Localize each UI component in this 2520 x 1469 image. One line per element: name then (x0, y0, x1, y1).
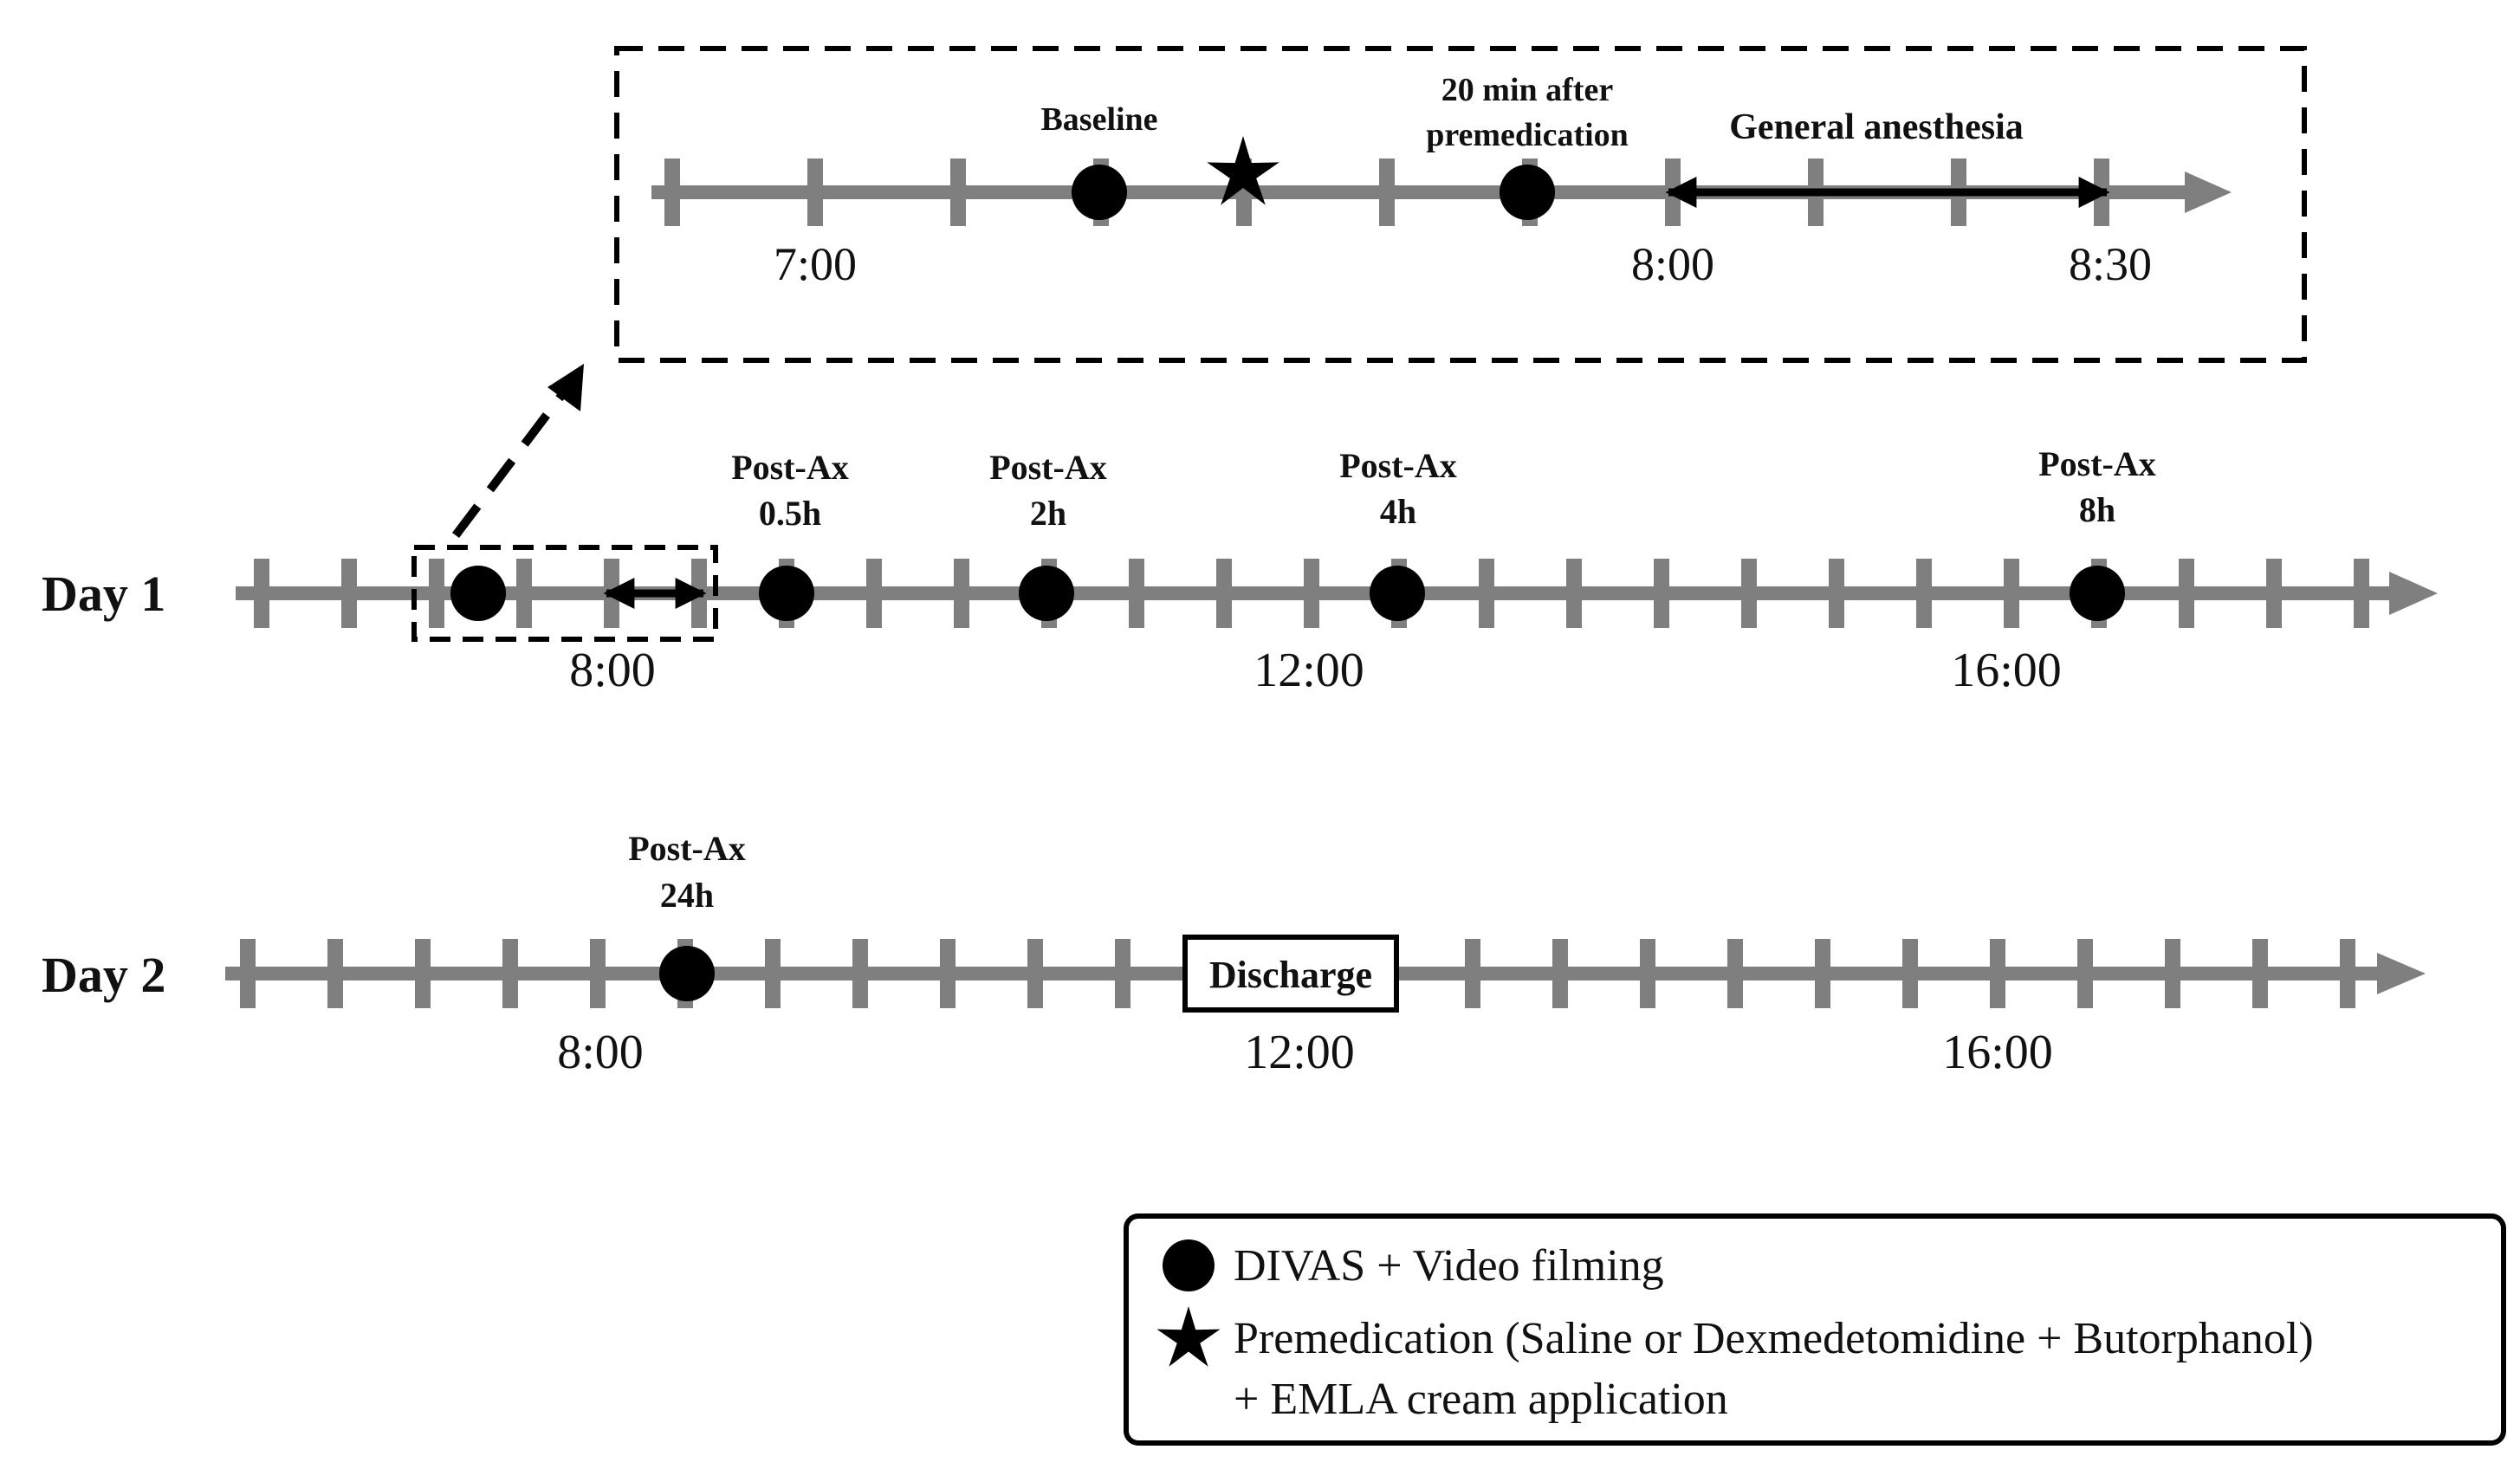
general-anesthesia-label: General anesthesia (1729, 107, 2023, 147)
legend-item-text: Premedication (Saline or Dexmedetomidine… (1234, 1314, 2314, 1363)
day2-timeline: Day 2 (42, 829, 2426, 1079)
day1-event-label-line1: Post-Ax (1339, 446, 1457, 485)
day2-time-label: 8:00 (557, 1026, 644, 1079)
premedication-star-icon (1207, 136, 1279, 205)
legend-star-icon (1156, 1306, 1221, 1367)
after-premedication-label-line1: 20 min after (1441, 72, 1614, 108)
baseline-marker (1072, 165, 1127, 220)
day1-event-marker (759, 566, 814, 621)
day1-event-marker (1370, 566, 1425, 621)
inset-axis-arrowhead (2185, 171, 2232, 213)
baseline-label: Baseline (1040, 101, 1157, 138)
zoom-connector-arrowhead (547, 364, 584, 411)
day1-zoom-region-frame (411, 545, 718, 642)
day2-event-label-line2: 24h (660, 876, 714, 915)
discharge-label: Discharge (1209, 954, 1372, 996)
after-premedication-marker (1500, 165, 1555, 220)
day1-event-label-line2: 2h (1030, 494, 1066, 533)
day1-time-label: 12:00 (1254, 644, 1364, 697)
inset-panel: Baseline 20 min after premedication Gene… (614, 46, 2307, 363)
day2-label: Day 2 (42, 947, 165, 1003)
day1-event-label-line1: Post-Ax (989, 448, 1107, 487)
legend-box (1124, 1213, 2506, 1446)
legend-item-text-line2: + EMLA cream application (1234, 1375, 1728, 1424)
legend: DIVAS + Video filming Premedication (Sal… (1124, 1213, 2506, 1446)
day2-event-marker (659, 946, 715, 1001)
day1-event-label-line2: 8h (2079, 490, 2115, 529)
zoom-connector-dashed-line (452, 386, 569, 539)
discharge-box (1182, 935, 1399, 1013)
day2-time-label: 12:00 (1244, 1026, 1355, 1079)
legend-circle-icon (1163, 1239, 1215, 1291)
inset-dashed-frame (614, 46, 2307, 363)
day2-axis-arrowhead (2377, 953, 2426, 994)
day2-event-label-line1: Post-Ax (628, 829, 746, 868)
day1-time-label: 8:00 (569, 644, 656, 697)
day1-event-label-line1: Post-Ax (2038, 444, 2156, 483)
inset-time-label: 7:00 (774, 238, 857, 290)
day1-event-label-line1: Post-Ax (731, 448, 849, 487)
day1-event-marker (1019, 566, 1074, 621)
day1-label: Day 1 (42, 566, 165, 622)
day1-event-label-line2: 0.5h (759, 494, 821, 533)
day1-timeline: Day 1 (42, 444, 2438, 697)
day1-time-label: 16:00 (1951, 644, 2062, 697)
legend-item-text: DIVAS + Video filming (1234, 1241, 1664, 1291)
day1-event-marker (2070, 566, 2125, 621)
after-premedication-label-line2: premedication (1426, 117, 1629, 153)
day1-zoom-marker (450, 566, 506, 621)
day1-axis-arrowhead (2389, 572, 2438, 615)
inset-time-label: 8:00 (1631, 238, 1714, 290)
day2-time-label: 16:00 (1942, 1026, 2053, 1079)
inset-time-label: 8:30 (2069, 238, 2152, 290)
day1-event-label-line2: 4h (1380, 492, 1416, 531)
